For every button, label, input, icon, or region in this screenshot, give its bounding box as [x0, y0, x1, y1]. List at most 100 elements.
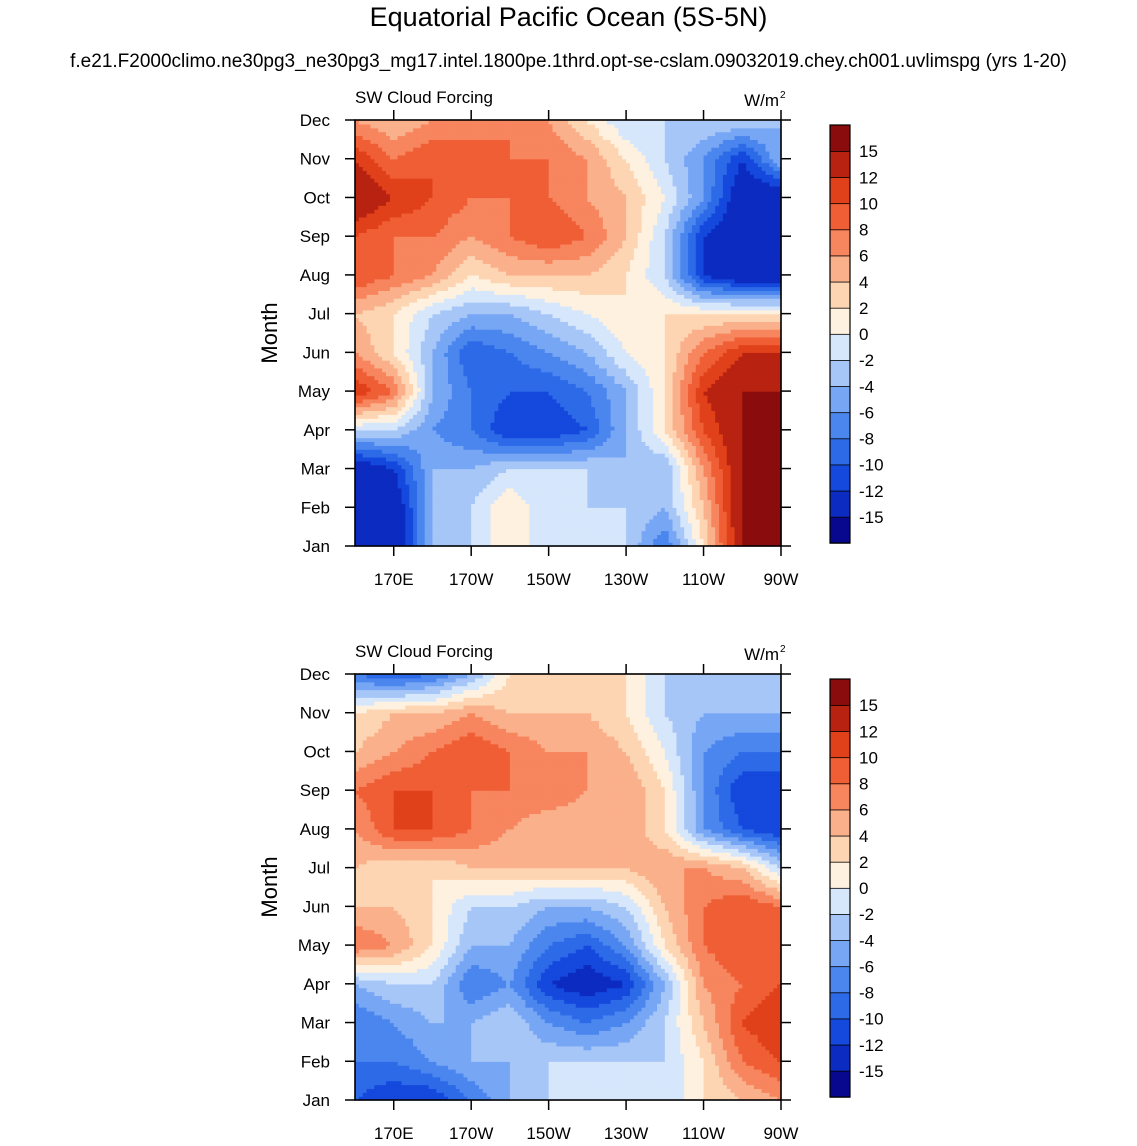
heatmap-cell	[614, 507, 618, 511]
heatmap-cell	[452, 496, 456, 500]
heatmap-cell	[661, 538, 665, 542]
heatmap-cell	[707, 519, 711, 523]
heatmap-cell	[432, 496, 436, 500]
heatmap-cell	[491, 507, 495, 511]
heatmap-cell	[715, 534, 719, 538]
heatmap-cell	[405, 534, 409, 538]
heatmap-cell	[432, 534, 436, 538]
heatmap-cell	[471, 515, 475, 519]
heatmap-cell	[614, 519, 618, 523]
heatmap-cell	[735, 515, 739, 519]
heatmap-cell	[626, 511, 630, 515]
heatmap-cell	[758, 538, 762, 542]
heatmap-cell	[553, 511, 557, 515]
heatmap-cell	[421, 507, 425, 511]
heatmap-cell	[704, 511, 708, 515]
heatmap-cell	[649, 538, 653, 542]
heatmap-cell	[510, 488, 514, 492]
heatmap-cell	[398, 515, 402, 519]
heatmap-cell	[688, 523, 692, 527]
heatmap-cell	[564, 534, 568, 538]
heatmap-cell	[766, 511, 770, 515]
heatmap-cell	[494, 523, 498, 527]
heatmap-cell	[591, 492, 595, 496]
heatmap-cell	[758, 496, 762, 500]
heatmap-cell	[738, 523, 742, 527]
heatmap-cell	[738, 484, 742, 488]
heatmap-cell	[502, 534, 506, 538]
heatmap-cell	[587, 511, 591, 515]
heatmap-cell	[719, 500, 723, 504]
heatmap-cell	[580, 515, 584, 519]
heatmap-cell	[514, 492, 518, 496]
heatmap-cell	[731, 519, 735, 523]
heatmap-cell	[707, 538, 711, 542]
heatmap-cell	[773, 507, 777, 511]
heatmap-cell	[549, 531, 553, 535]
heatmap-cell	[405, 531, 409, 535]
heatmap-cell	[522, 519, 526, 523]
heatmap-cell	[522, 488, 526, 492]
heatmap-cell	[603, 511, 607, 515]
heatmap-cell	[541, 527, 545, 531]
heatmap-cell	[576, 523, 580, 527]
heatmap-cell	[580, 519, 584, 523]
heatmap-cell	[405, 515, 409, 519]
heatmap-cell	[754, 484, 758, 488]
heatmap-cell	[669, 507, 673, 511]
heatmap-cell	[525, 496, 529, 500]
heatmap-cell	[580, 511, 584, 515]
heatmap-cell	[630, 488, 634, 492]
heatmap-cell	[405, 484, 409, 488]
heatmap-cell	[735, 484, 739, 488]
heatmap-cell	[436, 531, 440, 535]
heatmap-cell	[421, 527, 425, 531]
heatmap-cell	[758, 519, 762, 523]
heatmap-cell	[727, 511, 731, 515]
heatmap-cell	[463, 496, 467, 500]
heatmap-cell	[471, 538, 475, 542]
heatmap-cell	[649, 503, 653, 507]
heatmap-cell	[475, 484, 479, 488]
heatmap-cell	[731, 531, 735, 535]
heatmap-cell	[669, 492, 673, 496]
heatmap-cell	[533, 507, 537, 511]
heatmap-cell	[773, 484, 777, 488]
heatmap-cell	[742, 507, 746, 511]
heatmap-cell	[587, 527, 591, 531]
heatmap-cell	[502, 488, 506, 492]
heatmap-cell	[645, 519, 649, 523]
heatmap-cell	[684, 500, 688, 504]
heatmap-cell	[750, 511, 754, 515]
heatmap-cell	[525, 523, 529, 527]
heatmap-cell	[494, 503, 498, 507]
heatmap-cell	[611, 492, 615, 496]
heatmap-cell	[467, 511, 471, 515]
heatmap-cell	[661, 519, 665, 523]
heatmap-cell	[471, 511, 475, 515]
heatmap-cell	[735, 496, 739, 500]
heatmap-cell	[456, 500, 460, 504]
heatmap-cell	[583, 500, 587, 504]
heatmap-cell	[649, 534, 653, 538]
heatmap-cell	[680, 531, 684, 535]
heatmap-cell	[448, 538, 452, 542]
heatmap-cell	[738, 488, 742, 492]
heatmap-cell	[378, 515, 382, 519]
heatmap-cell	[370, 519, 374, 523]
heatmap-cell	[444, 511, 448, 515]
heatmap-cell	[634, 538, 638, 542]
heatmap-cell	[700, 527, 704, 531]
heatmap-cell	[440, 507, 444, 511]
heatmap-cell	[611, 484, 615, 488]
heatmap-cell	[506, 488, 510, 492]
heatmap-cell	[471, 503, 475, 507]
heatmap-cell	[700, 484, 704, 488]
heatmap-cell	[440, 531, 444, 535]
heatmap-cell	[370, 500, 374, 504]
heatmap-cell	[390, 511, 394, 515]
heatmap-cell	[556, 527, 560, 531]
heatmap-cell	[607, 538, 611, 542]
heatmap-cell	[460, 527, 464, 531]
heatmap-cell	[560, 515, 564, 519]
